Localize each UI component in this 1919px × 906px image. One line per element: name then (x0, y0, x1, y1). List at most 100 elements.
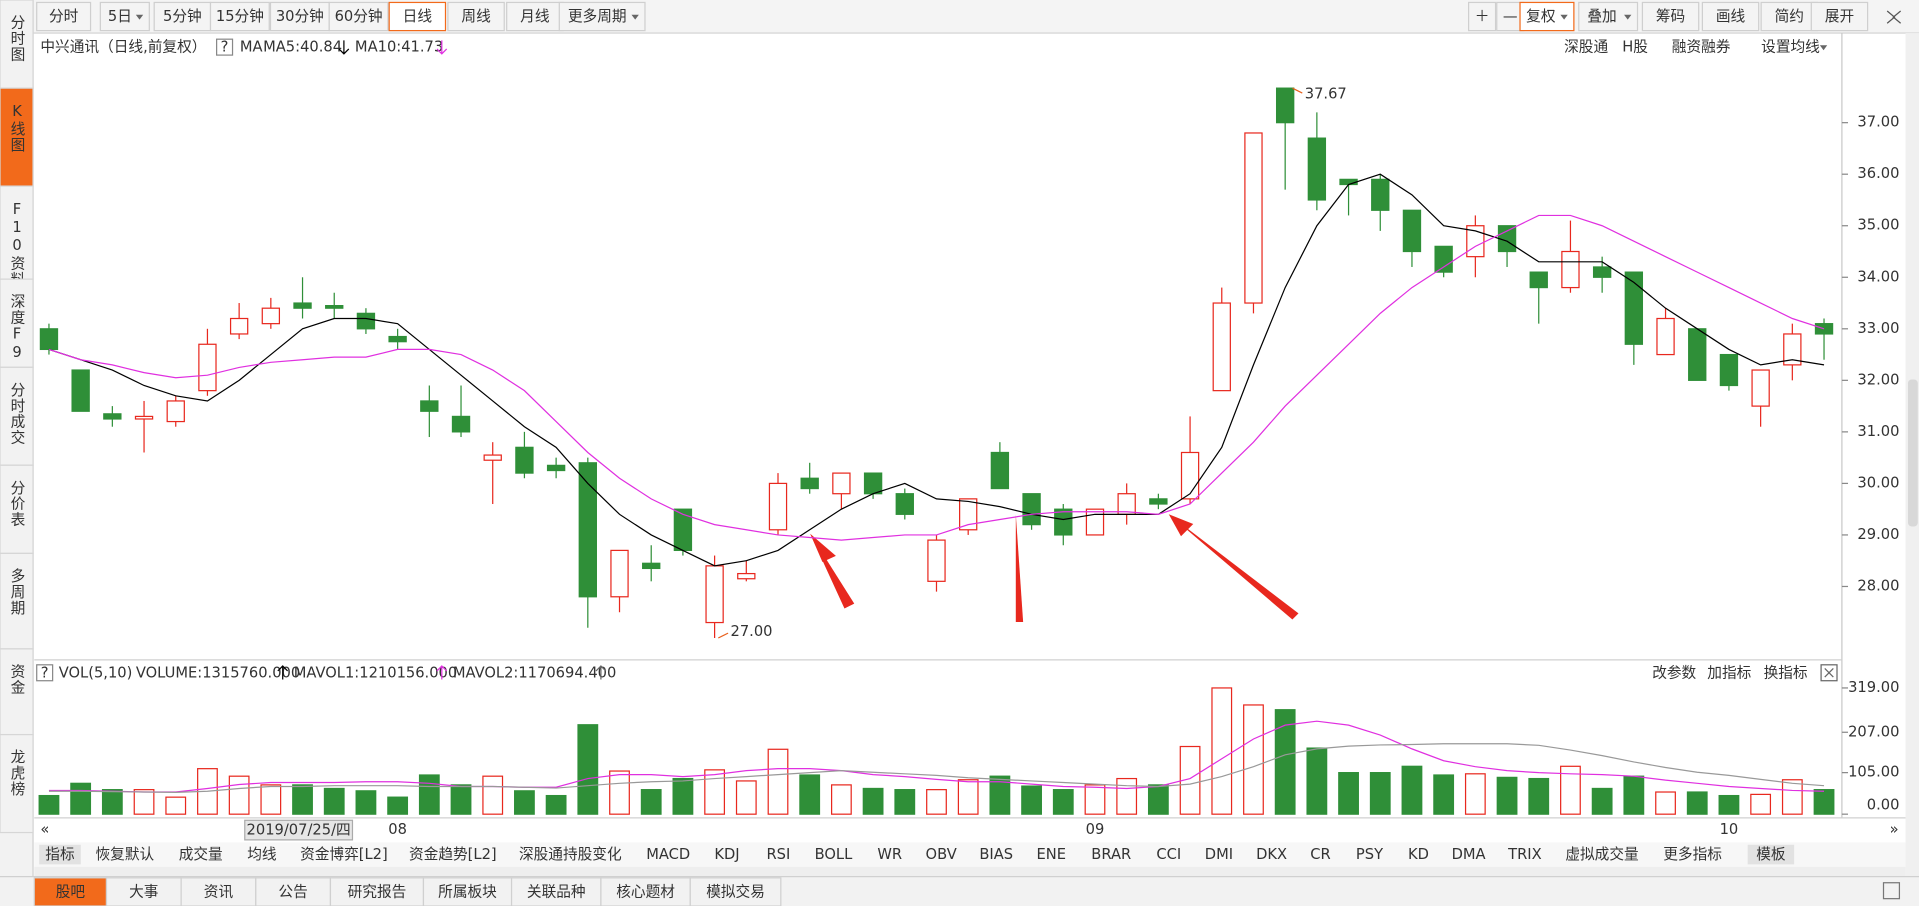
tool-button[interactable] (1701, 1, 1760, 32)
header-link[interactable]: 设置均线 (1761, 39, 1820, 56)
indicator-tab[interactable]: PSY (1356, 846, 1383, 863)
indicator-tab[interactable]: 资金博弈[L2] (300, 846, 388, 863)
sidebar-tab[interactable] (0, 648, 34, 736)
sidebar-label[interactable]: K线图 (9, 103, 26, 153)
tool-button[interactable] (1468, 1, 1497, 32)
sidebar-tab[interactable] (0, 87, 34, 187)
sidebar-tab[interactable] (0, 552, 34, 650)
period-label[interactable]: 更多周期 (568, 8, 627, 25)
volume-link[interactable]: 改参数 (1652, 664, 1696, 681)
indicator-tab[interactable]: BOLL (815, 846, 854, 863)
volume-link[interactable]: 换指标 (1764, 664, 1808, 681)
indicator-tab-bg[interactable] (1747, 844, 1795, 865)
bottom-tab[interactable] (600, 877, 691, 906)
scroll-right[interactable]: » (1890, 821, 1899, 838)
corner-icon[interactable] (1882, 882, 1901, 900)
indicator-tab[interactable]: CCI (1156, 846, 1181, 863)
period-button[interactable] (558, 1, 646, 32)
indicator-tab[interactable]: 均线 (247, 846, 277, 863)
period-label[interactable]: 日线 (403, 8, 433, 25)
indicator-tab[interactable]: ENE (1037, 846, 1067, 863)
indicator-tab[interactable]: 成交量 (179, 845, 223, 863)
header-link[interactable]: H股 (1622, 39, 1648, 56)
tool-label[interactable]: 展开 (1825, 8, 1854, 25)
bottom-tab-label[interactable]: 所属板块 (438, 883, 497, 901)
scroll-left[interactable]: « (40, 821, 49, 838)
tool-label[interactable]: — (1503, 8, 1518, 25)
help-box[interactable] (216, 38, 234, 56)
tool-label[interactable]: 画线 (1716, 8, 1746, 25)
header-link[interactable]: 融资融券 (1672, 39, 1731, 56)
bottom-tab-label[interactable]: 股吧 (56, 884, 86, 901)
period-button[interactable] (153, 1, 212, 32)
indicator-tab-bg[interactable] (39, 844, 81, 865)
indicator-tab[interactable]: OBV (926, 846, 957, 863)
indicator-tab[interactable]: 更多指标 (1663, 846, 1722, 863)
period-label[interactable]: 5日 (108, 8, 132, 25)
bottom-tab[interactable] (33, 877, 108, 906)
help[interactable]: ? (221, 39, 229, 56)
sidebar-tab[interactable] (0, 464, 34, 555)
tool-label[interactable]: 筹码 (1656, 8, 1685, 25)
period-button[interactable] (506, 1, 564, 32)
help-box[interactable] (36, 664, 54, 682)
indicator-tab[interactable]: DMI (1205, 846, 1233, 863)
bottom-tab-label[interactable]: 核心题材 (616, 884, 675, 901)
header-link[interactable]: 深股通 (1564, 39, 1608, 56)
indicator-tab[interactable]: 恢复默认 (95, 845, 154, 863)
bottom-tab-label[interactable]: 资讯 (204, 884, 234, 901)
sidebar-tab[interactable] (0, 0, 34, 89)
period-label[interactable]: 30分钟 (276, 8, 324, 25)
indicator-tab[interactable]: 指标 (45, 846, 75, 863)
tool-label[interactable]: 简约 (1775, 8, 1804, 25)
tool-button[interactable] (1760, 1, 1819, 32)
bottom-tab[interactable] (180, 877, 257, 906)
indicator-tab[interactable]: TRIX (1507, 846, 1542, 863)
sidebar-label[interactable]: 深度F9 (9, 294, 26, 362)
indicator-tab[interactable]: MACD (646, 846, 690, 863)
period-button[interactable] (209, 1, 270, 32)
period-button[interactable] (36, 1, 92, 32)
tool-label[interactable]: 叠加 (1587, 8, 1616, 25)
indicator-tab[interactable]: RSI (766, 846, 790, 863)
sidebar-label[interactable]: 分时成交 (9, 382, 26, 446)
tool-button[interactable] (1496, 1, 1525, 32)
tool-button[interactable] (1810, 1, 1869, 32)
tool-button[interactable] (1641, 1, 1700, 32)
help[interactable]: ? (41, 664, 49, 681)
period-button[interactable] (328, 1, 389, 32)
indicator-tab[interactable]: 深股通持股变化 (519, 846, 622, 863)
period-button[interactable] (447, 1, 505, 32)
bottom-tab[interactable] (510, 877, 602, 906)
indicator-tab[interactable]: DMA (1452, 846, 1486, 863)
bottom-tab-label[interactable]: 模拟交易 (706, 883, 765, 901)
scrollbar-thumb[interactable] (1907, 379, 1918, 527)
period-label[interactable]: 60分钟 (335, 8, 383, 25)
indicator-tab[interactable]: 资金趋势[L2] (409, 846, 497, 863)
close-box[interactable] (1820, 664, 1838, 682)
bottom-tab[interactable] (422, 877, 513, 906)
bottom-tab-label[interactable]: 公告 (278, 884, 307, 901)
period-label[interactable]: 5分钟 (163, 8, 202, 25)
indicator-tab[interactable]: 模板 (1756, 845, 1786, 863)
bottom-tab-label[interactable]: 研究报告 (348, 884, 407, 901)
close-icon[interactable] (1824, 668, 1834, 678)
bottom-tab[interactable] (689, 877, 782, 906)
indicator-tab[interactable]: KD (1408, 846, 1429, 863)
indicator-tab[interactable]: DKX (1256, 846, 1287, 863)
indicator-tab[interactable]: WR (877, 846, 902, 863)
period-label[interactable]: 分时 (49, 8, 79, 25)
period-label[interactable]: 周线 (461, 8, 491, 25)
sidebar-label[interactable]: 资金 (9, 664, 26, 696)
sidebar-label[interactable]: F10资料 (9, 201, 26, 288)
indicator-tab[interactable]: 虚拟成交量 (1565, 845, 1639, 863)
sidebar-label[interactable]: 龙虎榜 (9, 749, 26, 797)
indicator-tab[interactable]: KDJ (714, 846, 739, 863)
bottom-tab-label[interactable]: 关联品种 (527, 884, 586, 901)
collapse-icon[interactable] (1886, 10, 1902, 24)
period-label[interactable]: 月线 (520, 8, 550, 25)
period-button[interactable] (388, 1, 447, 32)
sidebar-tab[interactable] (0, 733, 34, 834)
sidebar-label[interactable]: 分时图 (9, 15, 26, 63)
tool-label[interactable]: 复权 (1526, 7, 1556, 25)
